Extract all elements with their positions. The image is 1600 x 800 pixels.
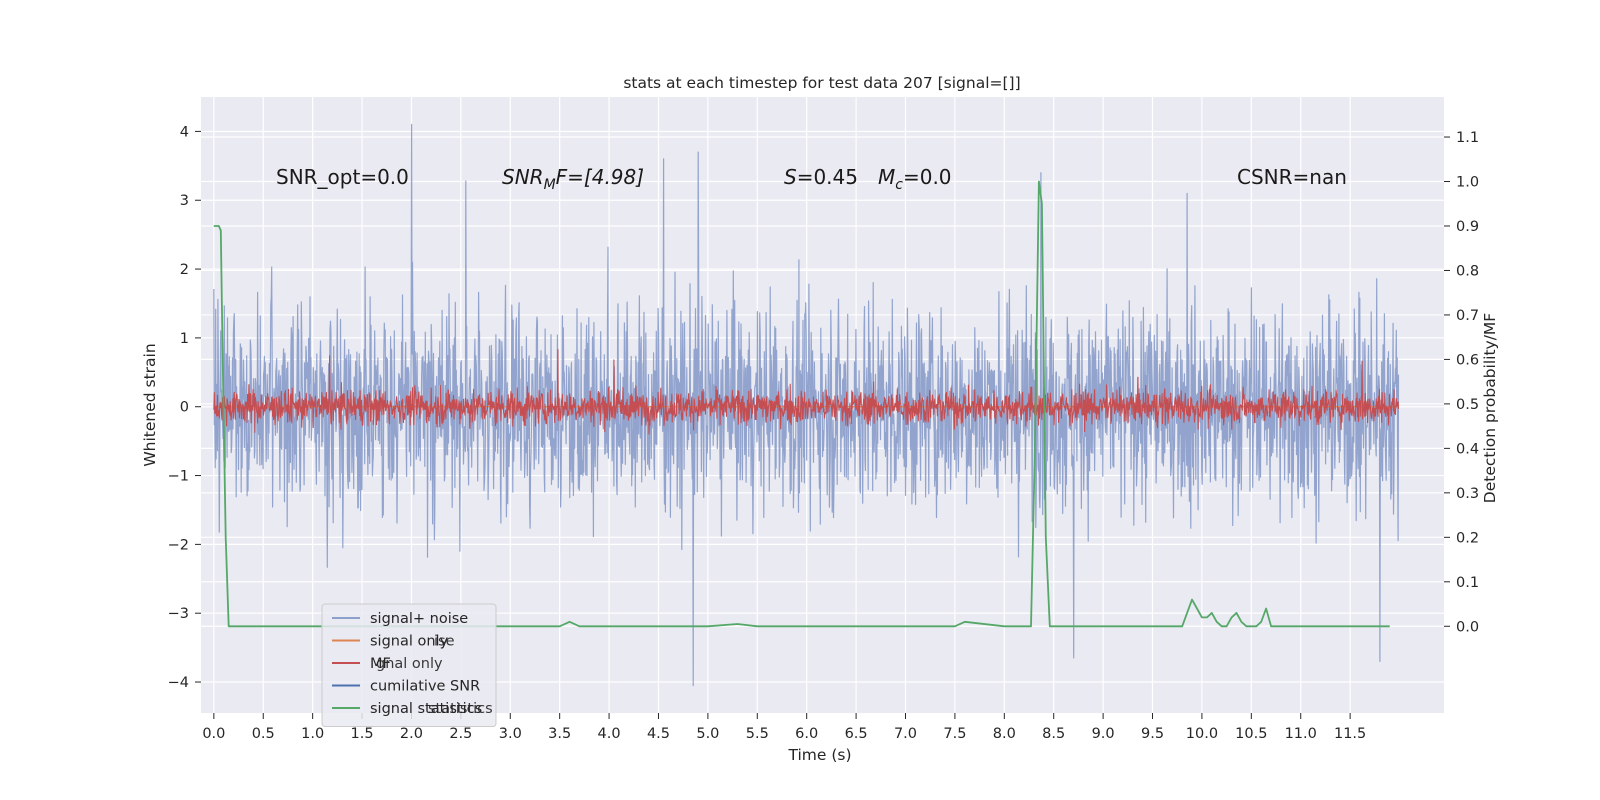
x-tick-label: 7.0 — [894, 726, 917, 742]
y-tick-label-right: 0.2 — [1456, 530, 1479, 546]
x-tick-label: 11.5 — [1334, 726, 1366, 742]
y-axis-label-left: Whitened strain — [141, 343, 159, 466]
x-tick-label: 4.0 — [598, 726, 621, 742]
annotation-mc-italic: M — [878, 165, 895, 189]
x-tick-label: 1.0 — [301, 726, 324, 742]
y-tick-label-right: 0.0 — [1456, 619, 1479, 635]
y-axis-label-right: Detection probability/MF — [1481, 313, 1499, 504]
annotation-mc: Mc=0.0 — [878, 165, 952, 193]
y-tick-label-left: −3 — [168, 606, 189, 622]
x-tick-label: 6.0 — [795, 726, 818, 742]
y-tick-label-right: 1.1 — [1456, 130, 1479, 146]
annotation-snr-opt: SNR_opt=0.0 — [276, 165, 409, 189]
y-tick-label-right: 0.9 — [1456, 219, 1479, 235]
ticks: 0.0 0.5 1.0 1.5 2.0 2.5 3.0 3.5 4.0 4.5 5.0 5.5 6.0 6… — [168, 124, 1479, 742]
x-tick-label: 6.5 — [845, 726, 868, 742]
annotation-snr-mf-main: SNR — [502, 165, 544, 189]
y-tick-label-left: −4 — [168, 675, 189, 691]
x-tick-label: 3.0 — [499, 726, 522, 742]
y-tick-label-left: 4 — [180, 124, 189, 140]
y-tick-label-right: 0.4 — [1456, 441, 1479, 457]
x-tick-label: 5.5 — [746, 726, 769, 742]
x-tick-label: 11.0 — [1285, 726, 1317, 742]
annotation-mc-sub: c — [895, 177, 903, 193]
x-tick-label: 4.5 — [647, 726, 670, 742]
x-tick-label: 5.0 — [696, 726, 719, 742]
annotation-s: S=0.45 — [784, 165, 858, 189]
y-tick-label-right: 0.6 — [1456, 352, 1479, 368]
y-tick-label-left: −1 — [168, 469, 189, 485]
series-line-mf — [213, 338, 1400, 435]
legend-label: MF — [370, 656, 391, 672]
x-tick-label: 1.5 — [351, 726, 374, 742]
x-tick-label: 8.5 — [1042, 726, 1065, 742]
x-tick-label: 0.0 — [202, 726, 225, 742]
x-tick-label: 9.0 — [1092, 726, 1115, 742]
legend-ghost-label: gnal only — [376, 656, 443, 672]
annotation-mc-rest: =0.0 — [903, 165, 952, 189]
x-tick-label: 2.0 — [400, 726, 423, 742]
x-tick-label: 8.0 — [993, 726, 1016, 742]
y-tick-label-left: 0 — [180, 400, 189, 416]
annotation-snr-mf-sub: M — [544, 177, 556, 193]
annotation-s-rest: =0.45 — [797, 165, 858, 189]
x-tick-label: 7.5 — [943, 726, 966, 742]
y-tick-label-left: 3 — [180, 193, 189, 209]
annotation-snr-mf: SNRMF=[4.98] — [502, 165, 644, 193]
annotation-s-italic: S — [784, 165, 797, 189]
annotation-snr-mf-rest: F=[4.98] — [556, 165, 644, 189]
x-tick-label: 2.5 — [449, 726, 472, 742]
y-tick-label-left: −2 — [168, 537, 189, 553]
legend-label: signal+ noise — [370, 611, 468, 627]
x-tick-label: 0.5 — [252, 726, 275, 742]
y-tick-label-right: 0.8 — [1456, 263, 1479, 279]
x-tick-label: 10.5 — [1235, 726, 1267, 742]
y-tick-label-right: 1.0 — [1456, 175, 1479, 191]
y-tick-label-right: 0.5 — [1456, 397, 1479, 413]
x-tick-label: 9.5 — [1141, 726, 1164, 742]
legend-label: cumilative SNR — [370, 679, 480, 695]
legend-ghost-label: ise — [434, 634, 455, 650]
y-tick-label-left: 1 — [180, 331, 189, 347]
annotation-csnr: CSNR=nan — [1237, 165, 1347, 189]
x-tick-label: 10.0 — [1186, 726, 1218, 742]
x-axis-label: Time (s) — [787, 746, 851, 764]
legend-label: signal statistics — [370, 701, 482, 717]
y-tick-label-left: 2 — [180, 262, 189, 278]
legend-ghost-label: statistics — [428, 701, 493, 717]
chart-title: stats at each timestep for test data 207… — [623, 74, 1020, 92]
legend-label: signal only — [370, 634, 449, 650]
annotations: SNR_opt=0.0 SNRMF=[4.98] S=0.45 Mc=0.0 C… — [276, 165, 1347, 193]
x-tick-label: 3.5 — [548, 726, 571, 742]
y-tick-label-right: 0.7 — [1456, 308, 1479, 324]
y-tick-label-right: 0.1 — [1456, 575, 1479, 591]
legend-box — [321, 603, 497, 727]
y-tick-label-right: 0.3 — [1456, 486, 1479, 502]
